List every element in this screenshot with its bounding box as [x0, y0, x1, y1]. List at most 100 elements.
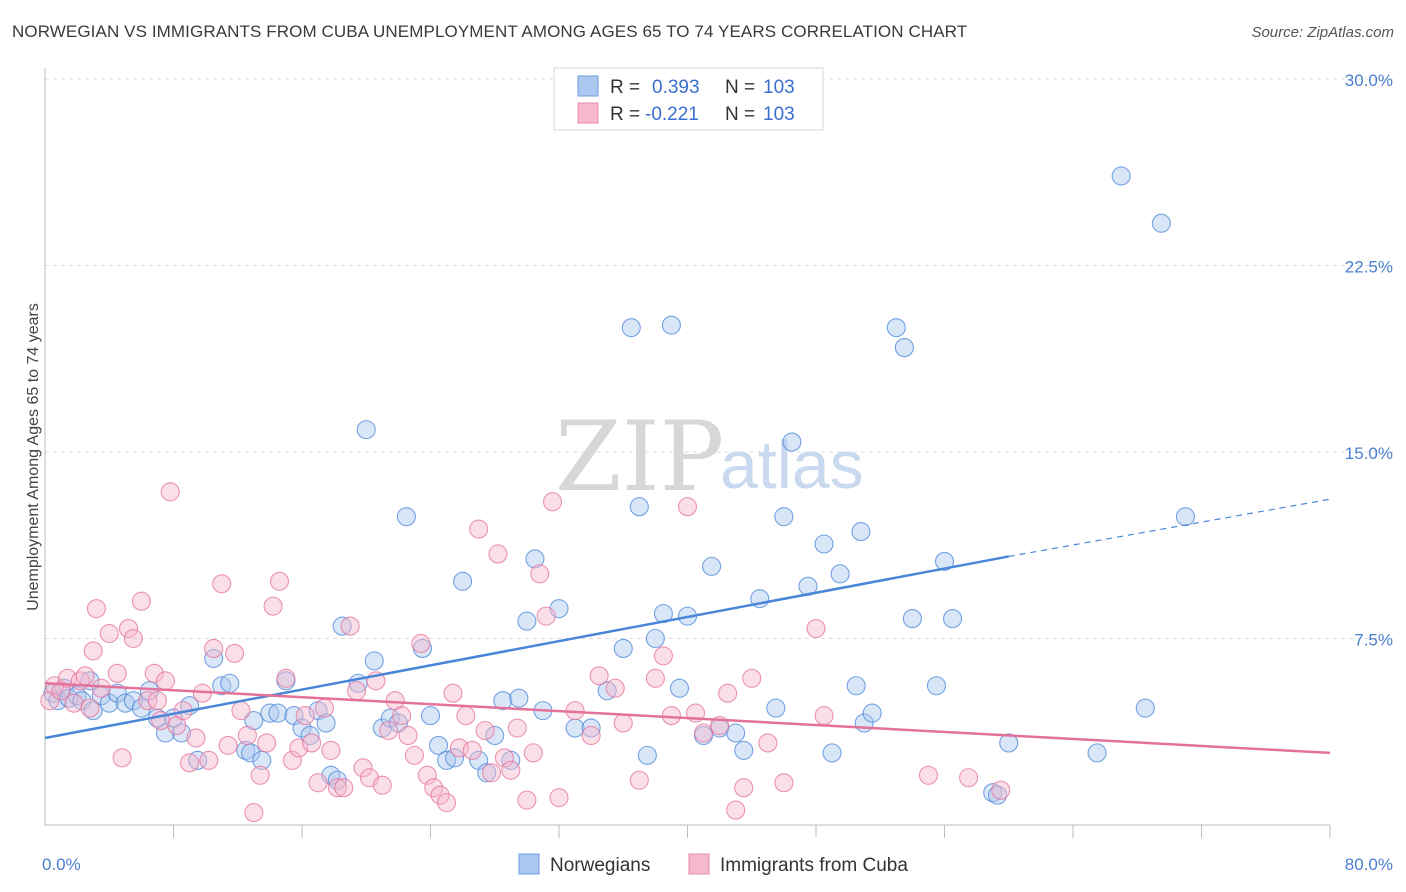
grid-lines	[45, 78, 1394, 639]
legend-n-label: N =	[725, 77, 755, 98]
y-tick-labels: 7.5% 15.0% 22.5% 30.0%	[1345, 71, 1393, 650]
cuba-point-80	[536, 606, 556, 626]
series-cuba-points	[40, 482, 1011, 823]
norwegians-point-96	[942, 609, 963, 629]
norwegians-point-48	[428, 735, 449, 755]
cuba-point-21	[155, 671, 176, 691]
cuba-point-60	[404, 745, 424, 765]
bottom-legend-swatch-norwegians	[518, 853, 540, 875]
legend-swatch-cuba	[577, 102, 599, 124]
norwegians-point-82	[782, 432, 802, 452]
y-tick-label-1: 15.0%	[1345, 444, 1393, 463]
cuba-point-56	[379, 720, 399, 741]
cuba-point-12	[107, 663, 127, 683]
series-norwegians-points	[43, 166, 1195, 805]
bottom-legend-norwegians: Norwegians	[550, 855, 650, 876]
cuba-point-92	[677, 497, 698, 517]
norwegians-point-98	[987, 785, 1008, 805]
cuba-point-105	[959, 768, 979, 788]
cuba-point-69	[462, 740, 482, 760]
y-tick-label-3: 30.0%	[1345, 71, 1393, 90]
norwegians-point-53	[477, 763, 497, 783]
cuba-point-48	[327, 778, 347, 798]
norwegians-point-85	[822, 743, 842, 763]
y-tick-label-2: 22.5%	[1345, 258, 1393, 277]
legend-swatch-norwegians	[577, 75, 599, 97]
norwegians-point-29	[268, 703, 288, 723]
cuba-point-63	[424, 778, 444, 798]
cuba-point-72	[481, 763, 502, 783]
cuba-point-35	[244, 803, 264, 823]
cuba-point-102	[806, 619, 826, 639]
norwegians-point-63	[581, 718, 601, 738]
cuba-point-6	[75, 666, 95, 686]
cuba-point-96	[718, 683, 738, 703]
norwegians-point-13	[131, 698, 151, 718]
norwegians-point-55	[493, 691, 513, 711]
norwegians-point-41	[364, 651, 384, 671]
cuba-point-17	[138, 691, 158, 711]
cuba-point-26	[186, 728, 206, 748]
axes	[44, 68, 1331, 838]
norwegians-point-22	[212, 676, 232, 696]
cuba-point-68	[456, 706, 476, 726]
cuba-point-77	[517, 790, 537, 810]
x-tick-labels: 0.0% 80.0%	[42, 855, 1393, 874]
cuba-point-40	[276, 668, 296, 688]
norwegians-point-38	[332, 616, 352, 636]
cuba-point-13	[112, 748, 132, 768]
legend-n-value-norwegians: 103	[763, 77, 795, 98]
cuba-point-100	[758, 733, 778, 753]
cuba-point-38	[263, 596, 283, 616]
norwegians-point-51	[453, 571, 473, 591]
watermark-atlas: atlas	[720, 427, 864, 503]
norwegians-trend-line	[44, 555, 1009, 740]
norwegians-point-14	[139, 681, 159, 701]
cuba-point-97	[726, 800, 746, 820]
cuba-point-50	[340, 616, 360, 636]
norwegians-point-12	[123, 691, 143, 711]
norwegians-point-27	[252, 750, 272, 770]
cuba-point-101	[774, 773, 794, 793]
norwegians-point-33	[300, 725, 320, 746]
norwegians-point-104	[1175, 507, 1195, 527]
cuba-point-87	[613, 713, 633, 733]
norwegians-point-32	[292, 718, 312, 738]
cuba-point-64	[430, 785, 450, 805]
cuba-point-75	[501, 760, 521, 780]
cuba-point-28	[199, 750, 219, 770]
norwegians-point-92	[894, 338, 914, 358]
cuba-point-44	[302, 733, 322, 753]
norwegians-point-95	[934, 551, 955, 571]
cuba-point-31	[218, 735, 238, 755]
source-credit: Source: ZipAtlas.com	[1251, 24, 1394, 41]
cuba-point-34	[237, 725, 257, 746]
norwegians-point-87	[846, 676, 866, 696]
cuba-point-46	[314, 698, 335, 718]
norwegians-point-72	[669, 678, 690, 698]
cuba-point-86	[605, 678, 625, 698]
cuba-point-76	[507, 718, 527, 738]
norwegians-point-54	[485, 725, 505, 746]
cuba-point-62	[417, 765, 437, 785]
cuba-point-61	[411, 633, 431, 654]
bottom-legend-cuba: Immigrants from Cuba	[720, 855, 908, 876]
cuba-point-42	[289, 738, 309, 758]
cuba-point-55	[372, 775, 392, 795]
chart-title: NORWEGIAN VS IMMIGRANTS FROM CUBA UNEMPL…	[12, 22, 968, 41]
cuba-point-71	[475, 720, 495, 741]
norwegians-point-103	[1151, 213, 1171, 233]
cuba-point-65	[437, 793, 457, 813]
cuba-point-98	[734, 778, 754, 798]
norwegians-trend-extension	[1008, 498, 1331, 558]
cuba-point-104	[918, 765, 938, 785]
legend-r-value-cuba: -0.221	[645, 104, 699, 125]
cuba-point-9	[86, 599, 106, 619]
norwegians-point-81	[774, 507, 794, 527]
cuba-point-82	[549, 788, 569, 808]
cuba-point-47	[321, 740, 341, 760]
cuba-point-52	[353, 758, 373, 778]
norwegians-point-94	[926, 676, 947, 696]
cuba-point-85	[589, 666, 609, 686]
x-tick-label-0: 0.0%	[42, 855, 81, 874]
